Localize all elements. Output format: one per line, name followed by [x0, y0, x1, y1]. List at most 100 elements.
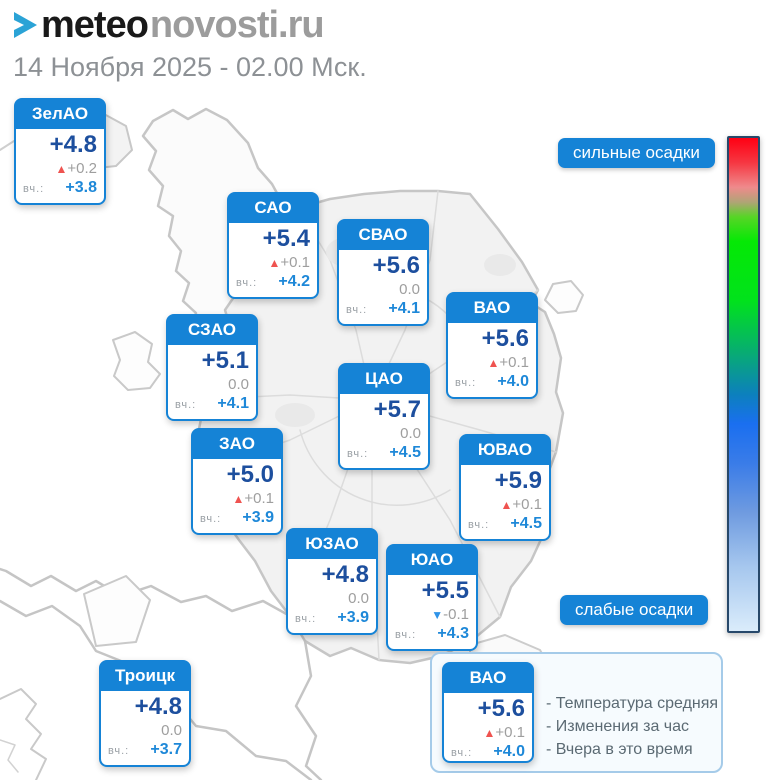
temperature-value: +4.8 — [134, 693, 182, 720]
yesterday-row: вч.: +4.5 — [347, 443, 421, 463]
district-name: Троицк — [101, 662, 189, 691]
yesterday-row: вч.: +3.9 — [200, 508, 274, 528]
yesterday-row: вч.: +4.1 — [175, 394, 249, 414]
yesterday-label: вч.: — [295, 613, 317, 626]
hourly-change-row: ▲+0.1 — [455, 353, 529, 373]
yesterday-row: вч.: +4.0 — [455, 372, 529, 392]
legend-line-yesterday: - Вчера в это время — [546, 741, 693, 758]
yesterday-value: +3.9 — [242, 509, 274, 527]
yesterday-value: +4.1 — [388, 300, 420, 318]
yesterday-value: +4.0 — [497, 373, 529, 391]
hourly-change-row: 0.0 — [347, 424, 421, 444]
yesterday-row: вч.: +4.1 — [346, 299, 420, 319]
hourly-change-row: 0.0 — [108, 721, 182, 741]
change-value: 0.0 — [161, 721, 182, 739]
date-time-line: 14 Ноября 2025 - 02.00 Мск. — [13, 52, 367, 82]
district-card-body: +5.5 ▼-0.1 вч.: +4.3 — [388, 575, 476, 649]
temperature-value: +5.7 — [373, 396, 421, 423]
yesterday-label: вч.: — [395, 629, 417, 642]
district-card-body: +5.6 0.0 вч.: +4.1 — [339, 250, 427, 324]
district-card-body: +5.6 ▲+0.1 вч.: +4.0 — [444, 693, 532, 767]
yesterday-label: вч.: — [451, 747, 473, 760]
logo-text-secondary: novosti.ru — [149, 4, 325, 46]
yesterday-label: вч.: — [455, 377, 477, 390]
district-card: СЗАО +5.1 0.0 вч.: +4.1 — [166, 314, 258, 422]
district-name: ЮЗАО — [288, 530, 376, 559]
yesterday-value: +4.5 — [510, 515, 542, 533]
logo-chevron-icon — [12, 6, 38, 44]
yesterday-row: вч.: +3.7 — [108, 740, 182, 760]
yesterday-label: вч.: — [236, 277, 258, 290]
change-value: +0.1 — [495, 723, 525, 741]
change-value: 0.0 — [348, 589, 369, 607]
temperature-value: +5.1 — [201, 347, 249, 374]
site-logo[interactable]: meteo novosti.ru — [12, 4, 325, 46]
hourly-change-row: ▲+0.2 — [23, 159, 97, 179]
district-name: ЮАО — [388, 546, 476, 575]
temperature-value: +5.6 — [477, 695, 525, 722]
hourly-change-row: 0.0 — [295, 589, 369, 609]
trend-icon: ▲ — [500, 497, 513, 512]
district-card-body: +5.6 ▲+0.1 вч.: +4.0 — [448, 323, 536, 397]
district-card: САО +5.4 ▲+0.1 вч.: +4.2 — [227, 192, 319, 300]
hourly-change-row: ▼-0.1 — [395, 605, 469, 625]
trend-icon: ▲ — [483, 725, 496, 740]
yesterday-label: вч.: — [200, 513, 222, 526]
district-name: ЗАО — [193, 430, 281, 459]
district-name: ВАО — [444, 664, 532, 693]
district-card-body: +5.0 ▲+0.1 вч.: +3.9 — [193, 459, 281, 533]
temperature-value: +5.6 — [372, 252, 420, 279]
yesterday-label: вч.: — [23, 183, 45, 196]
hourly-change-row: 0.0 — [346, 280, 420, 300]
yesterday-value: +4.2 — [278, 273, 310, 291]
legend-lines: - Температура средняя - Изменения за час… — [546, 662, 718, 763]
change-value: -0.1 — [443, 605, 469, 623]
scale-label-strong-precipitation: сильные осадки — [558, 138, 715, 168]
yesterday-row: вч.: +4.2 — [236, 272, 310, 292]
yesterday-value: +3.7 — [150, 741, 182, 759]
change-value: 0.0 — [400, 424, 421, 442]
logo-text-primary: meteo — [41, 4, 149, 46]
yesterday-label: вч.: — [347, 448, 369, 461]
district-card-body: +4.8 0.0 вч.: +3.7 — [101, 691, 189, 765]
temperature-value: +4.8 — [49, 131, 97, 158]
trend-icon: ▲ — [268, 255, 281, 270]
temperature-value: +5.0 — [226, 461, 274, 488]
trend-icon: ▼ — [431, 607, 444, 622]
change-value: +0.1 — [244, 489, 274, 507]
temperature-value: +5.6 — [481, 325, 529, 352]
scale-label-weak-precipitation: слабые осадки — [560, 595, 709, 625]
district-name: ЗелАО — [16, 100, 104, 129]
district-name: СВАО — [339, 221, 427, 250]
district-name: ЦАО — [340, 365, 428, 394]
yesterday-row: вч.: +4.5 — [468, 514, 542, 534]
district-name: ВАО — [448, 294, 536, 323]
district-card: ВАО +5.6 ▲+0.1 вч.: +4.0 — [442, 662, 534, 763]
trend-icon: ▲ — [55, 161, 68, 176]
yesterday-value: +4.3 — [437, 625, 469, 643]
yesterday-row: вч.: +4.3 — [395, 624, 469, 644]
district-card: Троицк +4.8 0.0 вч.: +3.7 — [99, 660, 191, 768]
yesterday-label: вч.: — [108, 745, 130, 758]
change-value: 0.0 — [399, 280, 420, 298]
district-name: СЗАО — [168, 316, 256, 345]
trend-icon: ▲ — [487, 355, 500, 370]
yesterday-value: +4.1 — [217, 395, 249, 413]
district-card-body: +5.1 0.0 вч.: +4.1 — [168, 345, 256, 419]
yesterday-label: вч.: — [175, 399, 197, 412]
district-card: ЗелАО +4.8 ▲+0.2 вч.: +3.8 — [14, 98, 106, 206]
temperature-value: +5.4 — [262, 225, 310, 252]
yesterday-value: +4.0 — [493, 743, 525, 761]
district-name: ЮВАО — [461, 436, 549, 465]
hourly-change-row: ▲+0.1 — [468, 495, 542, 515]
district-name: САО — [229, 194, 317, 223]
district-card: ЗАО +5.0 ▲+0.1 вч.: +3.9 — [191, 428, 283, 536]
district-card: ЦАО +5.7 0.0 вч.: +4.5 — [338, 363, 430, 471]
hourly-change-row: ▲+0.1 — [236, 253, 310, 273]
change-value: 0.0 — [228, 375, 249, 393]
trend-icon: ▲ — [232, 491, 245, 506]
yesterday-value: +3.8 — [65, 179, 97, 197]
temperature-value: +4.8 — [321, 561, 369, 588]
district-card-body: +5.9 ▲+0.1 вч.: +4.5 — [461, 465, 549, 539]
